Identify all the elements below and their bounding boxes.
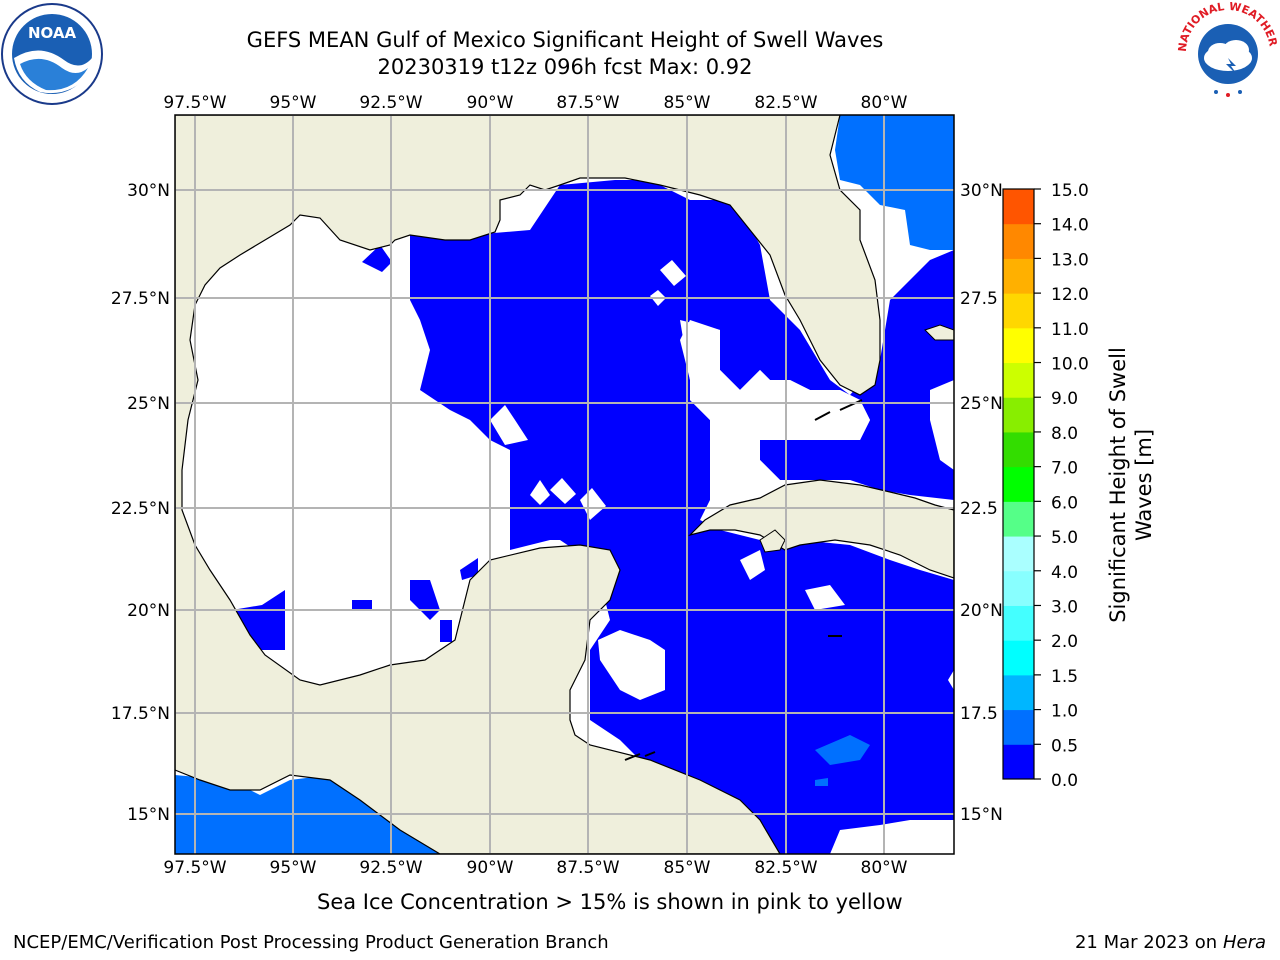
colorbar-tick-label: 14.0 [1051,216,1089,236]
colorbar-tick-label: 13.0 [1051,250,1089,270]
colorbar-tick-label: 0.5 [1051,736,1078,756]
noaa-logo: NOAA [1,3,103,105]
lon-tick-top: 82.5°W [754,93,817,113]
colorbar-tick-label: 5.0 [1051,528,1078,548]
colorbar: 0.0 0.5 1.0 1.5 2.0 3.0 4.0 5.0 6.0 7.0 8.0 9.0 10.0… [1002,181,1089,791]
footer-host: Hera [1222,932,1266,953]
lon-tick-bottom: 82.5°W [754,858,817,878]
lat-tick-left: 20°N [127,601,170,621]
lon-tick-bottom: 87.5°W [556,858,619,878]
lat-tick-left: 15°N [127,805,170,825]
lon-tick-top: 97.5°W [163,93,226,113]
land-isle-of-youth [759,529,786,553]
colorbar-label-line2: Waves [m] [1132,429,1156,541]
colorbar-segment [1003,501,1034,537]
colorbar-tick-label: 10.0 [1051,355,1089,375]
lon-tick-bottom: 90°W [467,858,514,878]
lon-tick-top: 87.5°W [556,93,619,113]
footer-date: 21 Mar 2023 on Hera [1075,932,1266,953]
colorbar-segment [1003,189,1034,225]
lat-tick-left: 25°N [127,394,170,414]
lat-tick-right: 22.5 [960,499,998,519]
sea-ice-note: Sea Ice Concentration > 15% is shown in … [317,890,903,914]
map-subtitle: 20230319 t12z 096h fcst Max: 0.92 [377,55,753,79]
colorbar-segment [1003,431,1034,468]
graticule [175,115,954,854]
colorbar-frame [1002,188,1035,780]
colorbar-tick-label: 6.0 [1051,493,1078,513]
lat-tick-left: 30°N [127,181,170,201]
land-north-america [175,115,881,854]
lon-tick-top: 80°W [861,93,908,113]
colorbar-tick-label: 4.0 [1051,563,1078,583]
footer-on-text: on [1194,932,1218,953]
colorbar-segment [1003,258,1034,294]
footer-credit: NCEP/EMC/Verification Post Processing Pr… [13,932,609,953]
map-area [175,115,954,854]
colorbar-segment [1003,640,1034,676]
land-bahamas-bit [924,324,954,341]
colorbar-tick-label: 15.0 [1051,181,1089,201]
lon-tick-top: 92.5°W [359,93,422,113]
nws-logo: NATIONAL WEATHER SERVICE [1176,2,1280,100]
colorbar-segment [1003,536,1034,572]
map-frame [174,114,955,855]
lon-tick-top: 95°W [270,93,317,113]
colorbar-tick-label: 1.5 [1051,667,1078,687]
lon-tick-bottom: 92.5°W [359,858,422,878]
swell-field-medblue-east [835,115,954,250]
noaa-logo-text: NOAA [28,24,77,42]
colorbar-segment [1003,744,1034,780]
lon-tick-bottom: 95°W [270,858,317,878]
lat-tick-right: 15°N [960,805,1003,825]
colorbar-segment [1003,293,1034,329]
lon-tick-top: 85°W [664,93,711,113]
lat-tick-right: 30°N [960,181,1003,201]
lat-tick-left: 17.5°N [111,704,170,724]
colorbar-segment [1003,397,1034,433]
colorbar-tick-label: 1.0 [1051,702,1078,722]
footer-date-text: 21 Mar 2023 [1074,932,1190,953]
lon-tick-top: 90°W [467,93,514,113]
lat-tick-right: 27.5 [960,289,998,309]
lat-tick-right: 17.5 [960,704,998,724]
colorbar-segment [1003,709,1034,745]
colorbar-tick-label: 8.0 [1051,424,1078,444]
lon-tick-bottom: 97.5°W [163,858,226,878]
colorbar-tick-label: 9.0 [1051,389,1078,409]
colorbar-segment [1003,466,1034,502]
colorbar-tick-label: 7.0 [1051,459,1078,479]
colorbar-segment [1003,570,1034,606]
colorbar-segment [1003,223,1034,259]
colorbar-segment [1003,605,1034,641]
colorbar-segment [1003,362,1034,398]
lon-tick-bottom: 85°W [664,858,711,878]
colorbar-segment [1003,674,1034,711]
lat-tick-right: 20°N [960,601,1003,621]
swell-field-blue [410,180,954,854]
colorbar-label-line1: Significant Height of Swell [1106,347,1130,623]
map-title: GEFS MEAN Gulf of Mexico Significant Hei… [246,28,884,52]
lat-tick-right: 25°N [960,394,1003,414]
colorbar-tick-label: 3.0 [1051,597,1078,617]
lat-tick-left: 22.5°N [111,499,170,519]
colorbar-tick-label: 0.0 [1051,771,1078,791]
lat-tick-left: 27.5°N [111,289,170,309]
lon-tick-bottom: 80°W [861,858,908,878]
colorbar-tick-label: 2.0 [1051,632,1078,652]
colorbar-segment [1003,327,1034,364]
colorbar-tick-label: 12.0 [1051,285,1089,305]
colorbar-tick-label: 11.0 [1051,320,1089,340]
